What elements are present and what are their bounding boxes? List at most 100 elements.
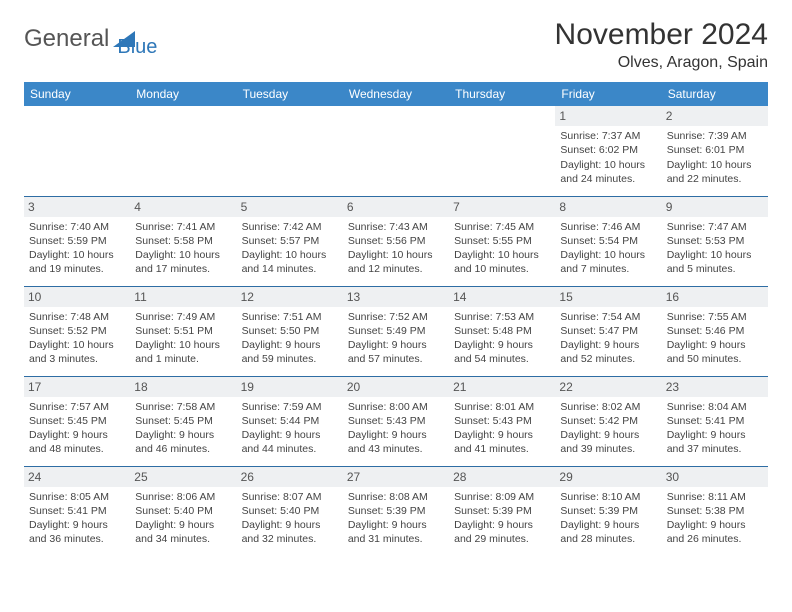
daylight-line: Daylight: 9 hours and 54 minutes.: [454, 338, 550, 366]
calendar-table: SundayMondayTuesdayWednesdayThursdayFrid…: [24, 82, 768, 556]
sunset-line: Sunset: 5:55 PM: [454, 234, 550, 248]
sunrise-line: Sunrise: 7:37 AM: [560, 129, 656, 143]
day-number: 27: [343, 467, 449, 487]
calendar-cell: 25Sunrise: 8:06 AMSunset: 5:40 PMDayligh…: [130, 466, 236, 556]
calendar-cell: 29Sunrise: 8:10 AMSunset: 5:39 PMDayligh…: [555, 466, 661, 556]
daylight-line: Daylight: 9 hours and 32 minutes.: [242, 518, 338, 546]
sunrise-line: Sunrise: 7:55 AM: [667, 310, 763, 324]
daylight-line: Daylight: 9 hours and 59 minutes.: [242, 338, 338, 366]
sunrise-line: Sunrise: 7:39 AM: [667, 129, 763, 143]
logo-text-1: General: [24, 25, 109, 53]
sunrise-line: Sunrise: 7:42 AM: [242, 220, 338, 234]
day-number: 28: [449, 467, 555, 487]
daylight-line: Daylight: 9 hours and 29 minutes.: [454, 518, 550, 546]
sunrise-line: Sunrise: 7:57 AM: [29, 400, 125, 414]
sunset-line: Sunset: 6:02 PM: [560, 143, 656, 157]
calendar-cell: 23Sunrise: 8:04 AMSunset: 5:41 PMDayligh…: [662, 376, 768, 466]
calendar-cell: [237, 106, 343, 196]
sunrise-line: Sunrise: 8:09 AM: [454, 490, 550, 504]
header: General Blue November 2024 Olves, Aragon…: [24, 18, 768, 72]
sunrise-line: Sunrise: 7:59 AM: [242, 400, 338, 414]
daylight-line: Daylight: 10 hours and 3 minutes.: [29, 338, 125, 366]
day-number: 9: [662, 197, 768, 217]
sunrise-line: Sunrise: 7:40 AM: [29, 220, 125, 234]
sunset-line: Sunset: 5:59 PM: [29, 234, 125, 248]
day-number: 20: [343, 377, 449, 397]
daylight-line: Daylight: 10 hours and 14 minutes.: [242, 248, 338, 276]
day-number: 13: [343, 287, 449, 307]
calendar-row: 1 Sunrise: 7:37 AMSunset: 6:02 PM Daylight…: [24, 106, 768, 196]
weekday-header: Friday: [555, 82, 661, 106]
sunset-line: Sunset: 6:01 PM: [667, 143, 763, 157]
calendar-cell: 20Sunrise: 8:00 AMSunset: 5:43 PMDayligh…: [343, 376, 449, 466]
day-number: 22: [555, 377, 661, 397]
daylight-line: Daylight: 9 hours and 46 minutes.: [135, 428, 231, 456]
calendar-cell: 8Sunrise: 7:46 AMSunset: 5:54 PMDaylight…: [555, 196, 661, 286]
day-number: 5: [237, 197, 343, 217]
day-number: 11: [130, 287, 236, 307]
calendar-cell: 6Sunrise: 7:43 AMSunset: 5:56 PMDaylight…: [343, 196, 449, 286]
logo-text-2: Blue: [117, 36, 157, 59]
sunrise-line: Sunrise: 8:04 AM: [667, 400, 763, 414]
day-number: 3: [24, 197, 130, 217]
daylight-line: Daylight: 9 hours and 50 minutes.: [667, 338, 763, 366]
sunrise-line: Sunrise: 7:58 AM: [135, 400, 231, 414]
sunset-line: Sunset: 5:54 PM: [560, 234, 656, 248]
sunset-line: Sunset: 5:58 PM: [135, 234, 231, 248]
sunset-line: Sunset: 5:40 PM: [135, 504, 231, 518]
sunset-line: Sunset: 5:57 PM: [242, 234, 338, 248]
weekday-header: Sunday: [24, 82, 130, 106]
day-number: 8: [555, 197, 661, 217]
day-number: 7: [449, 197, 555, 217]
sunrise-line: Sunrise: 8:05 AM: [29, 490, 125, 504]
daylight-line: Daylight: 9 hours and 28 minutes.: [560, 518, 656, 546]
weekday-header: Thursday: [449, 82, 555, 106]
calendar-cell: 3 Sunrise: 7:40 AMSunset: 5:59 PMDaylight…: [24, 196, 130, 286]
calendar-cell: 21Sunrise: 8:01 AMSunset: 5:43 PMDayligh…: [449, 376, 555, 466]
sunset-line: Sunset: 5:50 PM: [242, 324, 338, 338]
calendar-cell: 4Sunrise: 7:41 AMSunset: 5:58 PMDaylight…: [130, 196, 236, 286]
sunrise-line: Sunrise: 8:10 AM: [560, 490, 656, 504]
daylight-line: Daylight: 10 hours and 22 minutes.: [667, 158, 763, 186]
sunrise-line: Sunrise: 7:46 AM: [560, 220, 656, 234]
calendar-cell: 18Sunrise: 7:58 AMSunset: 5:45 PMDayligh…: [130, 376, 236, 466]
sunrise-line: Sunrise: 8:00 AM: [348, 400, 444, 414]
daylight-line: Daylight: 9 hours and 37 minutes.: [667, 428, 763, 456]
sunrise-line: Sunrise: 7:51 AM: [242, 310, 338, 324]
sunrise-line: Sunrise: 8:06 AM: [135, 490, 231, 504]
sunrise-line: Sunrise: 7:49 AM: [135, 310, 231, 324]
sunrise-line: Sunrise: 7:43 AM: [348, 220, 444, 234]
sunrise-line: Sunrise: 7:47 AM: [667, 220, 763, 234]
daylight-line: Daylight: 10 hours and 19 minutes.: [29, 248, 125, 276]
sunrise-line: Sunrise: 8:08 AM: [348, 490, 444, 504]
calendar-cell: 13Sunrise: 7:52 AMSunset: 5:49 PMDayligh…: [343, 286, 449, 376]
daylight-line: Daylight: 9 hours and 26 minutes.: [667, 518, 763, 546]
day-number: 25: [130, 467, 236, 487]
sunrise-line: Sunrise: 7:54 AM: [560, 310, 656, 324]
calendar-head: SundayMondayTuesdayWednesdayThursdayFrid…: [24, 82, 768, 106]
calendar-cell: 15Sunrise: 7:54 AMSunset: 5:47 PMDayligh…: [555, 286, 661, 376]
sunrise-line: Sunrise: 7:53 AM: [454, 310, 550, 324]
sunrise-line: Sunrise: 7:45 AM: [454, 220, 550, 234]
calendar-cell: [24, 106, 130, 196]
calendar-cell: 17Sunrise: 7:57 AMSunset: 5:45 PMDayligh…: [24, 376, 130, 466]
location: Olves, Aragon, Spain: [555, 54, 768, 72]
daylight-line: Daylight: 10 hours and 1 minute.: [135, 338, 231, 366]
calendar-cell: [449, 106, 555, 196]
sunset-line: Sunset: 5:56 PM: [348, 234, 444, 248]
calendar-cell: 16Sunrise: 7:55 AMSunset: 5:46 PMDayligh…: [662, 286, 768, 376]
title-block: November 2024 Olves, Aragon, Spain: [555, 18, 768, 72]
sunset-line: Sunset: 5:51 PM: [135, 324, 231, 338]
sunset-line: Sunset: 5:43 PM: [348, 414, 444, 428]
sunrise-line: Sunrise: 7:41 AM: [135, 220, 231, 234]
calendar-body: 1 Sunrise: 7:37 AMSunset: 6:02 PM Daylight…: [24, 106, 768, 556]
calendar-row: 3Sunrise: 7:40 AMSunset: 5:59 PMDaylight…: [24, 196, 768, 286]
sunset-line: Sunset: 5:38 PM: [667, 504, 763, 518]
daylight-line: Daylight: 9 hours and 39 minutes.: [560, 428, 656, 456]
sunset-line: Sunset: 5:39 PM: [454, 504, 550, 518]
sunrise-line: Sunrise: 8:01 AM: [454, 400, 550, 414]
day-number: 1: [555, 106, 661, 126]
day-number: 26: [237, 467, 343, 487]
daylight-line: Daylight: 10 hours and 10 minutes.: [454, 248, 550, 276]
calendar-cell: 7 Sunrise: 7:45 AMSunset: 5:55 PMDaylight…: [449, 196, 555, 286]
